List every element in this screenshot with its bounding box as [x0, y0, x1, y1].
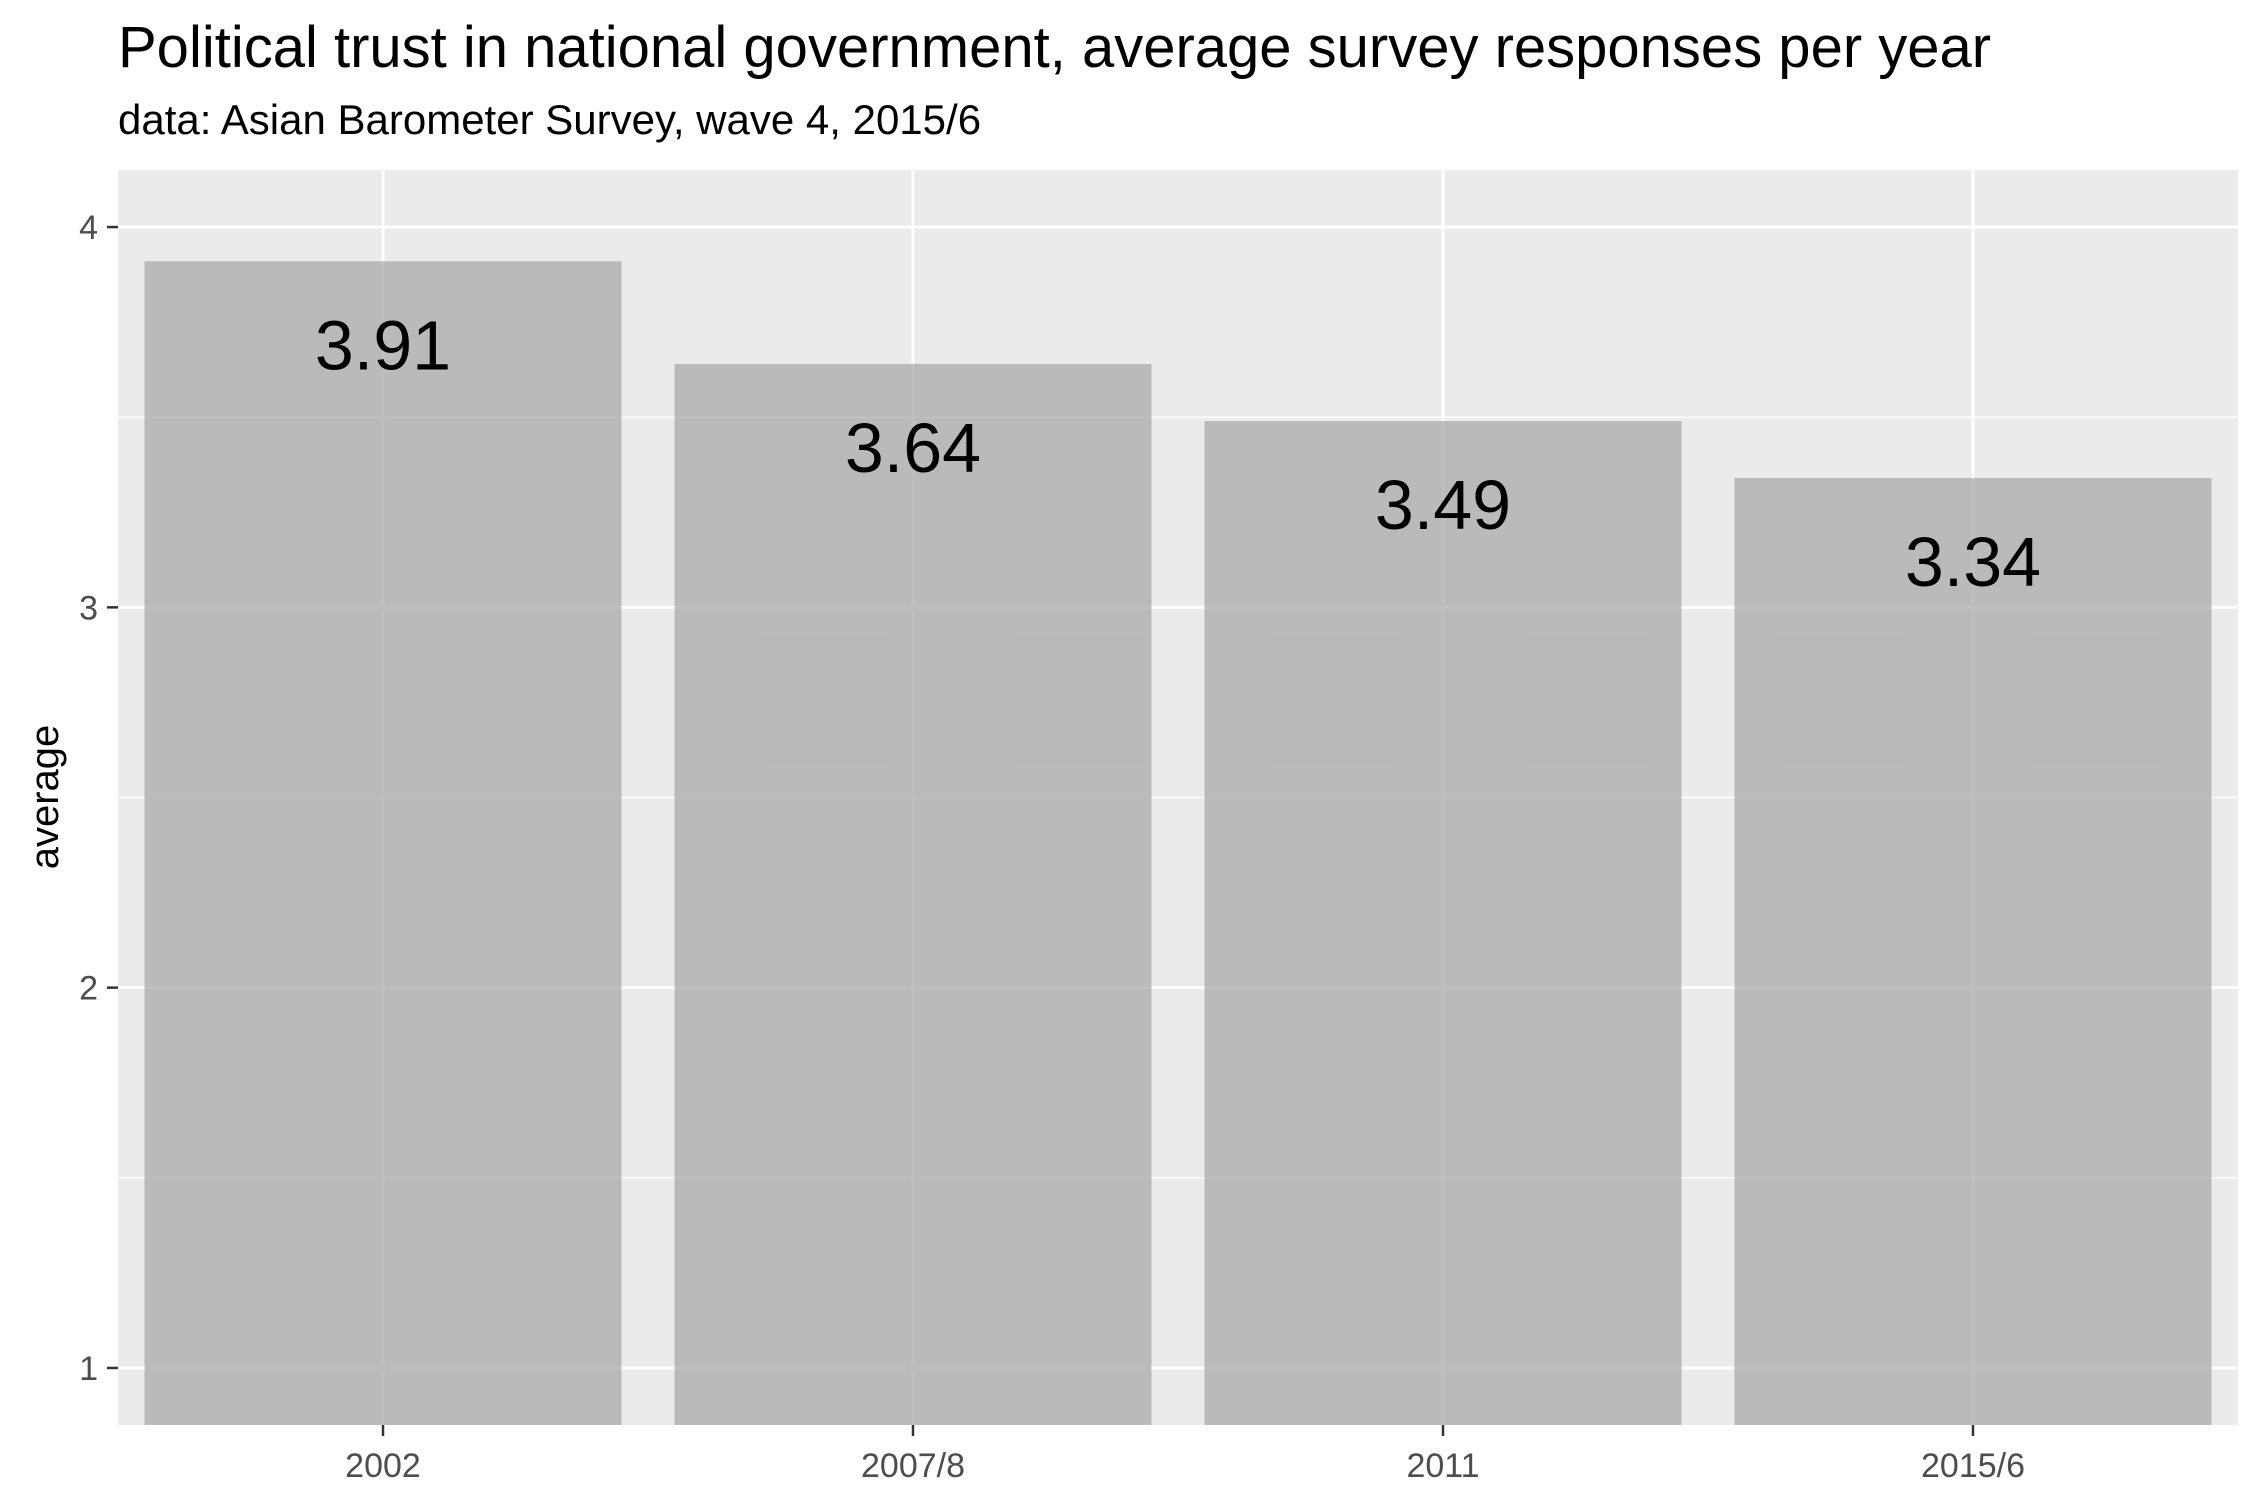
- data-label: 3.64: [845, 409, 981, 487]
- y-axis-title: average: [23, 725, 67, 870]
- chart-title: Political trust in national government, …: [118, 15, 1992, 80]
- x-axis: 2002 2007/8 2011 2015/6: [345, 1425, 2025, 1485]
- x-tick-label: 2007/8: [861, 1447, 965, 1485]
- y-tick-label: 3: [79, 589, 98, 627]
- bar-2007/8: [674, 363, 1152, 1425]
- y-tick-label: 1: [79, 1350, 98, 1388]
- bars: [144, 261, 2212, 1426]
- bar-2011: [1204, 421, 1682, 1425]
- data-label: 3.91: [315, 306, 451, 384]
- y-tick-label: 4: [79, 209, 98, 247]
- y-axis: 1 2 3 4: [79, 209, 118, 1388]
- y-tick-label: 2: [79, 970, 98, 1008]
- chart-subtitle: data: Asian Barometer Survey, wave 4, 20…: [118, 96, 982, 143]
- bar-2002: [144, 261, 622, 1426]
- data-label: 3.34: [1905, 523, 2041, 601]
- x-tick-label: 2002: [345, 1447, 421, 1485]
- data-labels: 3.91 3.64 3.49 3.34: [315, 306, 2041, 601]
- x-tick-label: 2011: [1406, 1447, 1479, 1485]
- x-tick-label: 2015/6: [1921, 1447, 2025, 1485]
- data-label: 3.49: [1375, 466, 1511, 544]
- bar-2015/6: [1734, 478, 2212, 1426]
